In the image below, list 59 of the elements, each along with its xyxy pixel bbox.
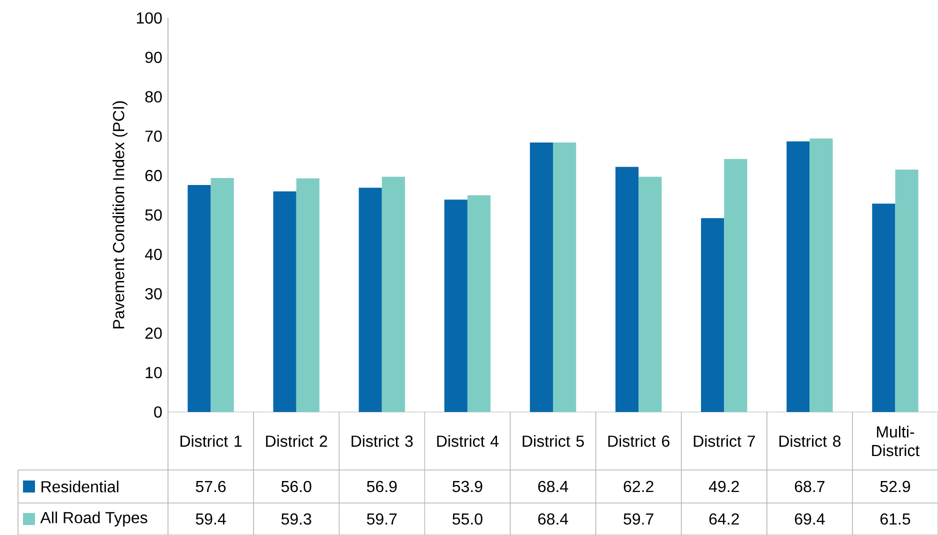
x-tick-label: Multi-District	[872, 426, 920, 456]
y-tick-label: 50	[145, 209, 162, 221]
bar	[615, 166, 639, 412]
data-label: 64.2	[709, 513, 739, 525]
data-label: 49.2	[708, 480, 739, 492]
y-tick-label: 0	[154, 406, 162, 418]
bar	[358, 188, 382, 412]
x-tick-label: District 7	[694, 435, 755, 447]
data-label: 68.7	[794, 480, 824, 492]
data-label: 68.4	[538, 513, 568, 525]
y-axis-title: Pavement Condition Index (PCI)	[112, 101, 128, 328]
bar	[188, 185, 211, 412]
x-tick-label: District 2	[266, 435, 328, 447]
x-tick-label: District 6	[608, 435, 670, 447]
data-label: 53.9	[452, 480, 482, 492]
x-tick-label: District 5	[522, 435, 584, 447]
bar	[210, 178, 234, 412]
bar	[382, 176, 405, 412]
bar	[638, 176, 662, 412]
bar	[810, 138, 833, 412]
data-label: 61.5	[880, 513, 910, 525]
bar	[786, 141, 810, 412]
bar	[895, 170, 918, 412]
y-tick-label: 10	[146, 366, 162, 378]
bar	[273, 191, 296, 412]
bar	[872, 204, 896, 412]
x-tick-label: District 8	[779, 435, 841, 447]
y-tick-label: 100	[136, 12, 162, 24]
data-label: 62.2	[624, 480, 654, 492]
data-label: 52.9	[880, 480, 910, 492]
bar	[701, 218, 724, 412]
x-tick-label: District 4	[437, 435, 499, 447]
y-tick-label: 80	[145, 91, 162, 102]
x-tick-label: District 1	[180, 435, 242, 447]
data-label: 59.4	[196, 513, 226, 525]
y-tick-label: 20	[145, 328, 162, 339]
data-label: 69.4	[794, 513, 825, 525]
bar	[553, 142, 576, 412]
bar	[444, 200, 468, 412]
data-label: 59.3	[281, 513, 312, 525]
legend-label: Residential	[42, 480, 118, 492]
bar	[724, 159, 748, 412]
y-tick-label: 30	[145, 288, 162, 300]
data-label: 59.7	[624, 513, 654, 525]
data-label: 59.7	[366, 513, 397, 525]
bar	[530, 142, 554, 412]
y-tick-label: 90	[145, 52, 162, 64]
data-label: 56.9	[366, 480, 397, 492]
y-tick-label: 70	[145, 130, 162, 142]
legend-label: All Road Types	[40, 512, 148, 526]
data-label: 55.0	[452, 513, 482, 525]
y-tick-label: 60	[145, 170, 162, 182]
bar	[296, 178, 320, 412]
data-label: 57.6	[196, 480, 226, 492]
data-label: 68.4	[538, 480, 568, 492]
data-label: 56.0	[281, 480, 312, 492]
x-tick-label: District 3	[352, 435, 413, 447]
bar	[467, 195, 491, 412]
y-tick-label: 40	[144, 248, 162, 260]
